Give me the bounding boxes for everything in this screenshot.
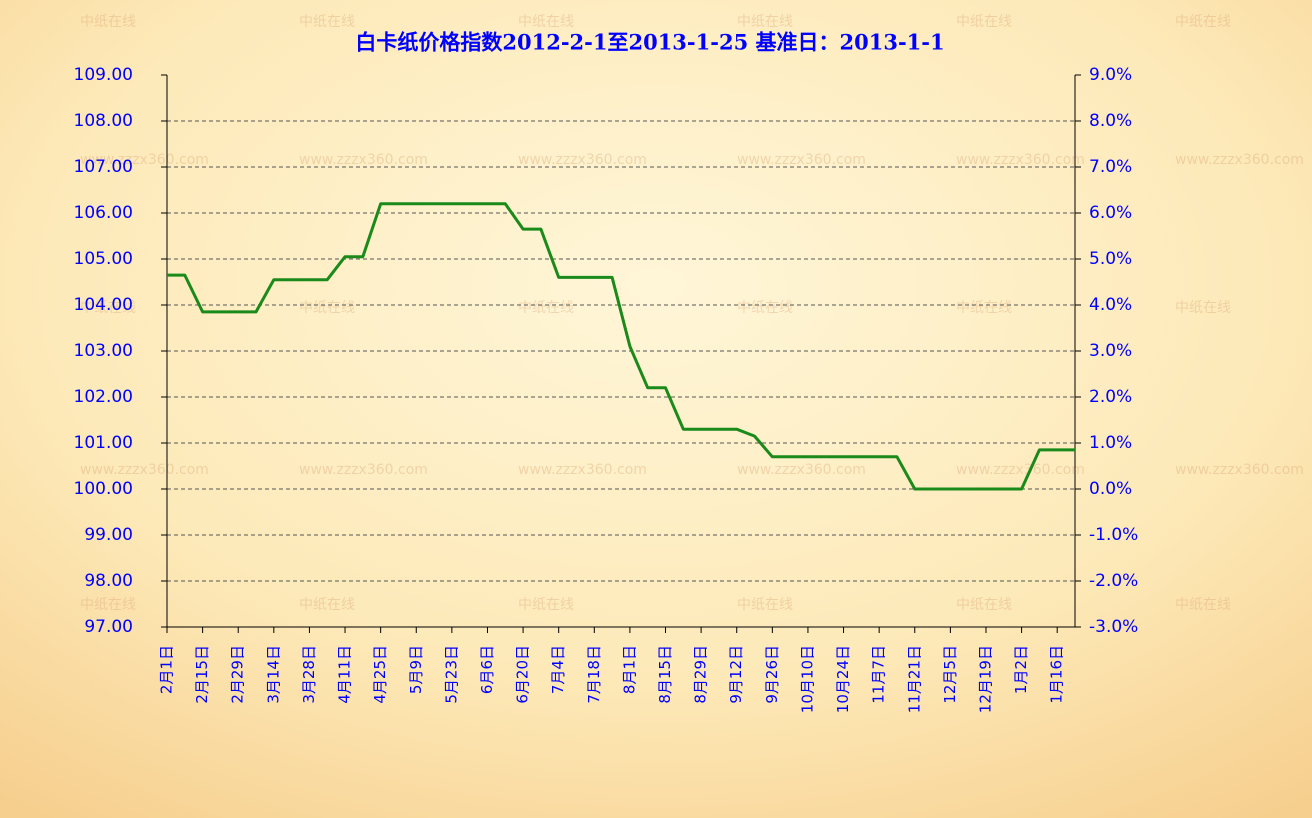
watermark: 中纸在线: [80, 14, 136, 30]
x-tick-label: 3月14日: [264, 645, 282, 704]
x-tick-label: 10月24日: [834, 645, 852, 713]
x-tick-label: 4月11日: [336, 645, 354, 704]
x-tick-label: 11月7日: [870, 645, 888, 704]
data-line: [167, 202, 1075, 491]
watermark: www.zzzx360.com: [737, 462, 866, 478]
x-tick-label: 6月20日: [514, 645, 532, 704]
watermark: www.zzzx360.com: [80, 462, 209, 478]
x-tick-label: 1月16日: [1048, 645, 1066, 704]
x-tick-label: 5月9日: [407, 645, 425, 694]
y-tick-label: 108.00: [74, 111, 133, 131]
watermark: 中纸在线: [518, 597, 574, 613]
y-tick-label: 102.00: [74, 387, 133, 407]
watermark: www.zzzx360.com: [1175, 152, 1304, 168]
y2-tick-label: 6.0%: [1089, 203, 1132, 223]
y-tick-label: 100.00: [74, 479, 133, 499]
x-tick-label: 3月28日: [300, 645, 318, 704]
y2-tick-label: 8.0%: [1089, 111, 1132, 131]
watermark: www.zzzx360.com: [956, 462, 1085, 478]
x-tick-label: 8月15日: [656, 645, 674, 704]
watermark: 中纸在线: [299, 14, 355, 30]
x-tick-label: 1月2日: [1012, 645, 1030, 694]
x-tick-label: 12月5日: [941, 645, 959, 704]
x-tick-label: 2月29日: [229, 645, 247, 704]
watermark: 中纸在线: [299, 597, 355, 613]
y-tick-label: 99.00: [84, 525, 133, 545]
x-tick-label: 2月15日: [193, 645, 211, 704]
watermark: 中纸在线: [518, 300, 574, 316]
watermark: www.zzzx360.com: [956, 152, 1085, 168]
watermark: 中纸在线: [80, 300, 136, 316]
y-tick-label: 98.00: [84, 571, 133, 591]
chart-title: 白卡纸价格指数2012-2-1至2013-1-25 基准日：2013-1-1: [355, 30, 944, 55]
watermark: 中纸在线: [737, 300, 793, 316]
watermark: www.zzzx360.com: [80, 152, 209, 168]
watermark: 中纸在线: [518, 14, 574, 30]
x-tick-label: 7月4日: [549, 645, 567, 694]
watermark: 中纸在线: [956, 14, 1012, 30]
watermark: 中纸在线: [956, 300, 1012, 316]
watermark: 中纸在线: [1175, 597, 1231, 613]
x-tick-label: 4月25日: [371, 645, 389, 704]
x-tick-label: 10月10日: [798, 645, 816, 713]
x-tick-label: 9月26日: [763, 645, 781, 704]
y2-tick-label: -1.0%: [1089, 525, 1138, 545]
y2-tick-label: 1.0%: [1089, 433, 1132, 453]
y-tick-label: 109.00: [74, 65, 133, 85]
watermark: www.zzzx360.com: [299, 462, 428, 478]
x-tick-label: 2月1日: [158, 645, 176, 694]
x-tick-label: 7月18日: [585, 645, 603, 704]
watermark: www.zzzx360.com: [518, 152, 647, 168]
y2-tick-label: 0.0%: [1089, 479, 1132, 499]
y-tick-label: 103.00: [74, 341, 133, 361]
y-tick-label: 105.00: [74, 249, 133, 269]
watermark: www.zzzx360.com: [299, 152, 428, 168]
watermark: 中纸在线: [1175, 14, 1231, 30]
watermark: www.zzzx360.com: [1175, 462, 1304, 478]
watermark: www.zzzx360.com: [518, 462, 647, 478]
watermark: 中纸在线: [1175, 300, 1231, 316]
y2-tick-label: 4.0%: [1089, 295, 1132, 315]
watermark: 中纸在线: [737, 597, 793, 613]
watermark: 中纸在线: [956, 597, 1012, 613]
y2-tick-label: 7.0%: [1089, 157, 1132, 177]
x-tick-label: 12月19日: [976, 645, 994, 713]
x-tick-label: 11月21日: [905, 645, 923, 713]
y-tick-label: 106.00: [74, 203, 133, 223]
x-tick-label: 8月29日: [692, 645, 710, 704]
x-tick-label: 9月12日: [727, 645, 745, 704]
y2-tick-label: 2.0%: [1089, 387, 1132, 407]
y2-tick-label: -3.0%: [1089, 617, 1138, 637]
y2-tick-label: 9.0%: [1089, 65, 1132, 85]
watermark: 中纸在线: [80, 597, 136, 613]
y2-tick-label: -2.0%: [1089, 571, 1138, 591]
watermark: 中纸在线: [737, 14, 793, 30]
x-tick-label: 6月6日: [478, 645, 496, 694]
watermark: 中纸在线: [299, 300, 355, 316]
y2-tick-label: 5.0%: [1089, 249, 1132, 269]
x-tick-label: 5月23日: [442, 645, 460, 704]
watermark: www.zzzx360.com: [737, 152, 866, 168]
y-tick-label: 97.00: [84, 617, 133, 637]
y-tick-label: 101.00: [74, 433, 133, 453]
y2-tick-label: 3.0%: [1089, 341, 1132, 361]
y-tick-label: 107.00: [74, 157, 133, 177]
x-tick-label: 8月1日: [620, 645, 638, 694]
y-tick-label: 104.00: [74, 295, 133, 315]
